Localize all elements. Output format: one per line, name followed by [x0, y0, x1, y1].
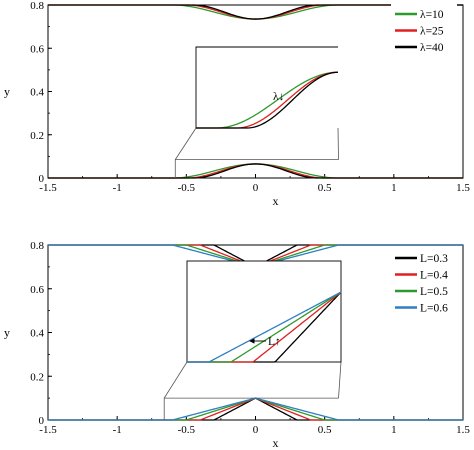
inset-annotation-label: λ↓ — [273, 91, 284, 103]
x-tick-label: 0.5 — [318, 182, 332, 194]
inset-frame — [186, 260, 342, 363]
y-tick-label: 0.2 — [30, 130, 44, 142]
x-tick-label: 1 — [391, 182, 397, 194]
zoom-connector — [338, 361, 342, 399]
x-tick-label: 0.5 — [318, 424, 332, 436]
zoom-connector — [163, 361, 188, 399]
x-tick-label: -0.5 — [178, 182, 196, 194]
y-tick-label: 0 — [39, 173, 45, 185]
x-tick-label: 0 — [253, 182, 259, 194]
y-axis-title: y — [4, 85, 10, 99]
legend-label: L=0.6 — [420, 303, 448, 315]
y-tick-label: 0 — [39, 415, 45, 427]
legend-label: λ=10 — [420, 9, 444, 21]
x-axis-title: x — [273, 194, 279, 208]
inset-series-line — [196, 71, 339, 129]
y-axis-title: y — [4, 326, 10, 340]
top-chart-panel: -1.5 -1 -0.5 0 0.5 1 1.5 0 0.2 0.4 0.6 0.8 x y λ↓ λ=10 λ… — [4, 0, 470, 208]
x-tick-label: -1 — [113, 424, 122, 436]
x-tick-label: 0 — [253, 424, 259, 436]
x-tick-label: 1.5 — [456, 182, 470, 194]
legend-label: L=0.4 — [420, 270, 448, 282]
zoom-region-outline — [174, 159, 339, 178]
y-tick-label: 0.6 — [30, 284, 44, 296]
inset-series-line — [196, 71, 339, 129]
zoom-connector — [337, 127, 339, 160]
y-tick-label: 0.8 — [30, 240, 44, 252]
y-tick-label: 0.2 — [30, 371, 44, 383]
legend-label: λ=25 — [420, 26, 444, 38]
legend-label: λ=40 — [420, 42, 444, 54]
inset-frame — [195, 46, 338, 128]
x-tick-label: -1.5 — [39, 182, 57, 194]
x-tick-label: 1 — [391, 424, 397, 436]
x-axis-title: x — [273, 436, 279, 450]
y-tick-label: 0.4 — [30, 328, 44, 340]
x-tick-label: 1.5 — [456, 424, 470, 436]
legend-label: L=0.3 — [420, 253, 448, 265]
series-line-lower — [48, 163, 463, 179]
zoom-connector — [174, 127, 197, 160]
legend-label: L=0.5 — [420, 286, 448, 298]
inset-series-line — [187, 291, 342, 363]
x-tick-label: -0.5 — [178, 424, 196, 436]
y-tick-label: 0.6 — [30, 43, 44, 55]
bottom-chart-panel: -1.5 -1 -0.5 0 0.5 1 1.5 0 0.2 0.4 0.6 0.8 x y L↑ L=0.3… — [4, 240, 470, 450]
inset-annotation-label: L↑ — [268, 336, 281, 348]
x-tick-label: -1 — [113, 182, 122, 194]
inset-series-line — [196, 71, 339, 129]
x-tick-label: -1.5 — [39, 424, 57, 436]
y-tick-label: 0.4 — [30, 87, 44, 99]
y-tick-label: 0.8 — [30, 0, 44, 12]
